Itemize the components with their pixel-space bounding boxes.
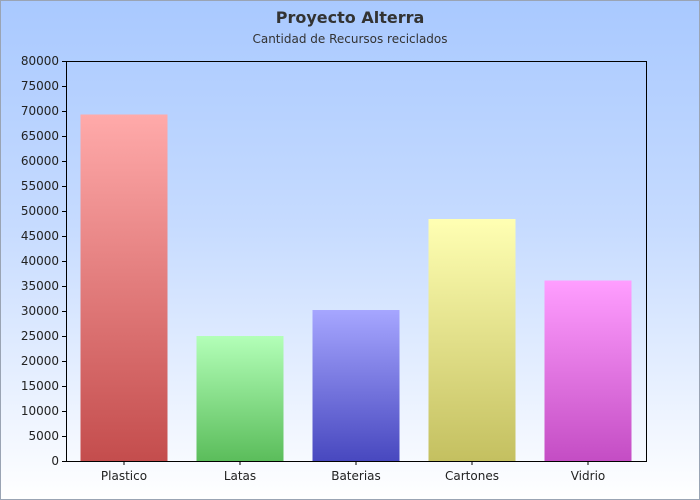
x-tick-label: Cartones xyxy=(445,469,499,483)
y-tick-label: 35000 xyxy=(21,279,59,293)
y-tick-label: 0 xyxy=(51,454,59,468)
y-tick-label: 40000 xyxy=(21,254,59,268)
y-tick-label: 60000 xyxy=(21,154,59,168)
y-tick-label: 5000 xyxy=(28,429,59,443)
x-tick-label: Baterias xyxy=(331,469,381,483)
y-tick-label: 80000 xyxy=(21,54,59,68)
y-tick-label: 75000 xyxy=(21,79,59,93)
bar-vidrio xyxy=(544,280,632,461)
bar-plastico xyxy=(80,114,168,461)
y-tick-label: 65000 xyxy=(21,129,59,143)
chart-title: Proyecto Alterra xyxy=(275,8,425,27)
bar-cartones xyxy=(428,219,516,461)
y-tick-label: 45000 xyxy=(21,229,59,243)
y-tick-label: 25000 xyxy=(21,329,59,343)
chart-subtitle: Cantidad de Recursos reciclados xyxy=(252,32,448,46)
y-tick-label: 10000 xyxy=(21,404,59,418)
plot-area-frame xyxy=(66,61,647,462)
y-tick-label: 30000 xyxy=(21,304,59,318)
x-tick-label: Vidrio xyxy=(571,469,606,483)
bar-latas xyxy=(196,336,284,461)
y-tick-label: 55000 xyxy=(21,179,59,193)
bars-group xyxy=(80,114,632,461)
y-tick-label: 20000 xyxy=(21,354,59,368)
y-tick-label: 70000 xyxy=(21,104,59,118)
x-axis: Plastico Latas Baterias Cartones Vidrio xyxy=(101,461,605,483)
y-tick-label: 50000 xyxy=(21,204,59,218)
y-tick-label: 15000 xyxy=(21,379,59,393)
x-tick-label: Plastico xyxy=(101,469,147,483)
x-tick-label: Latas xyxy=(224,469,256,483)
bar-baterias xyxy=(312,310,400,461)
y-axis: 0 5000 10000 15000 20000 25000 30000 35000 40000… xyxy=(21,54,66,468)
